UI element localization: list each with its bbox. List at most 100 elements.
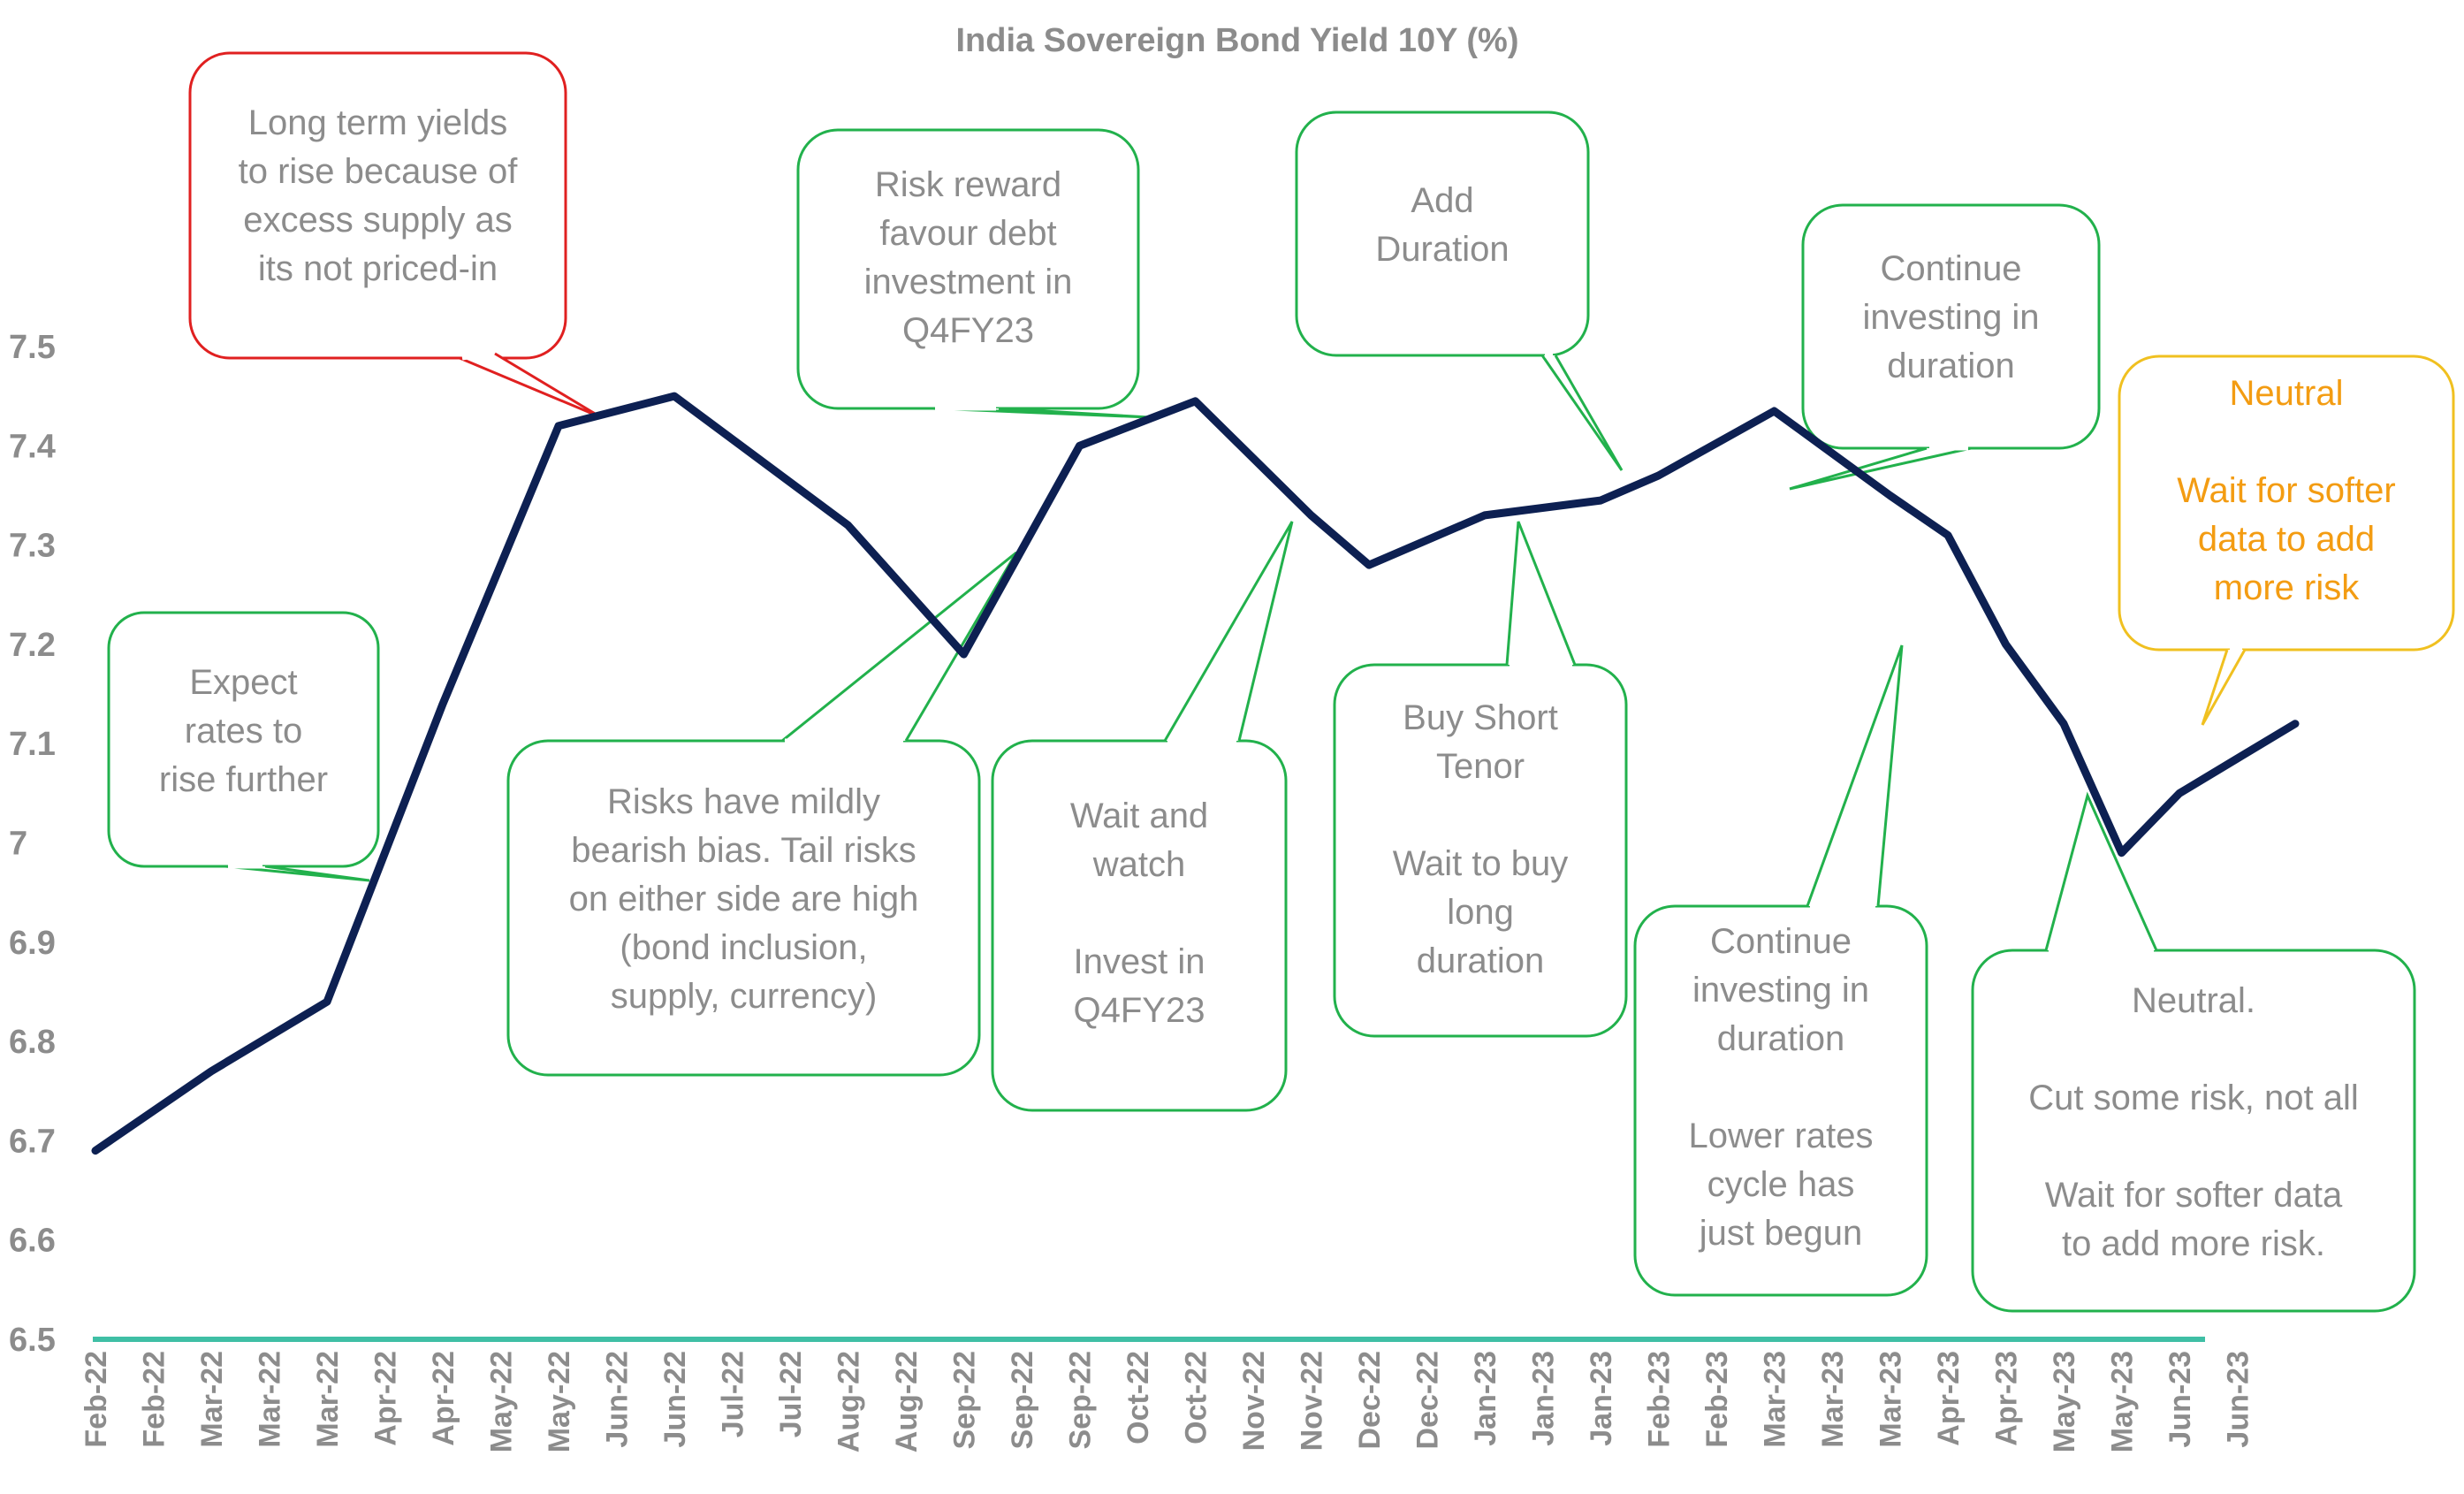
x-tick-label: Apr-22 (427, 1351, 460, 1446)
callout-box: Risks have mildly bearish bias. Tail risk… (506, 551, 1018, 1077)
x-tick-label: Jan-23 (1585, 1351, 1618, 1446)
callout-pointer (2044, 791, 2158, 951)
x-tick-label: Dec-22 (1411, 1351, 1445, 1450)
callout-box: Buy Short Tenor Wait to buy long duration (1333, 521, 1628, 1038)
callout-text: Neutral. (2132, 981, 2255, 1020)
callout-text: to add more risk. (2062, 1224, 2325, 1263)
callout-text: rise further (159, 760, 328, 799)
callout-pointer (1505, 521, 1577, 666)
callout-border (1333, 663, 1628, 1038)
callout-text: favour debt (879, 214, 1056, 253)
series-line (91, 392, 2300, 1155)
callout-border (1971, 949, 2416, 1313)
x-tick-label: Feb-22 (80, 1351, 113, 1448)
x-tick-label: Sep-22 (948, 1351, 982, 1450)
callout-text: Continue (1880, 249, 2021, 288)
y-tick-label: 7.3 (9, 528, 56, 565)
y-tick-label: 7.4 (9, 428, 56, 465)
callout-text: Buy Short (1403, 698, 1558, 737)
x-tick-label: May-23 (2106, 1351, 2140, 1452)
chart-title: India Sovereign Bond Yield 10Y (%) (955, 22, 1518, 59)
x-tick-label: Apr-22 (369, 1351, 403, 1446)
x-tick-label: Jan-23 (1527, 1351, 1561, 1446)
x-tick-label: Jul-22 (717, 1351, 750, 1437)
callout-pointer-mask (461, 351, 493, 361)
callout-border (1633, 904, 1928, 1297)
x-tick-label: Jun-23 (2164, 1351, 2197, 1448)
callout-text: Continue (1710, 922, 1852, 961)
callout-text: rates to (185, 712, 302, 751)
callout-text: Cut some risk, not all (2028, 1079, 2358, 1117)
y-tick-label: 6.8 (9, 1024, 56, 1061)
callout-text: Long term yields (248, 103, 507, 142)
x-tick-label: Nov-22 (1296, 1351, 1329, 1451)
callout-border (1295, 111, 1590, 357)
y-tick-label: 6.9 (9, 925, 56, 962)
x-tick-label: Feb-22 (138, 1351, 171, 1448)
x-tick-label: Apr-23 (1990, 1351, 2024, 1446)
y-tick-label: 6.6 (9, 1223, 56, 1260)
x-tick-label: Feb-23 (1700, 1351, 1734, 1448)
x-tick-label: Jul-22 (774, 1351, 808, 1437)
y-tick-label: 7.2 (9, 627, 56, 664)
callout-pointer (2201, 649, 2247, 726)
callout-text: long (1447, 893, 1514, 932)
x-tick-label: May-22 (543, 1351, 576, 1452)
callout-box: Continue investing in duration Lower rates c… (1633, 644, 1928, 1297)
callout-text: bearish bias. Tail risks (571, 831, 916, 870)
x-tick-label: Sep-22 (1006, 1351, 1039, 1450)
callout-text: Wait and (1070, 797, 1208, 835)
callout-text: Wait for softer (2177, 471, 2395, 510)
callout-text: investing in (1692, 971, 1869, 1010)
callout-text: (bond inclusion, (620, 928, 867, 967)
callout-text: duration (1417, 941, 1545, 980)
callout-text: more risk (2214, 568, 2360, 607)
callout-pointer (224, 865, 370, 882)
x-tick-label: Jun-22 (658, 1351, 692, 1448)
callout-pointer (1789, 446, 1972, 491)
callout-text: cycle has (1707, 1165, 1855, 1204)
callout-border (188, 51, 567, 360)
callout-text: Expect (189, 663, 297, 702)
callout-text: just begun (1699, 1214, 1863, 1253)
callout-text: Neutral (2230, 374, 2344, 413)
callout-pointer (1163, 521, 1294, 742)
callout-text: Invest in (1074, 942, 1205, 981)
callout-box: Wait and watch Invest in Q4FY23 (991, 521, 1294, 1112)
x-tick-label: Mar-23 (1875, 1351, 1908, 1448)
y-tick-label: 7.1 (9, 726, 56, 763)
x-tick-label: Dec-22 (1353, 1351, 1387, 1450)
callout-text: investing in (1862, 298, 2039, 337)
callout-box: Expect rates to rise further (107, 611, 380, 882)
callout-text: Tenor (1436, 747, 1525, 786)
x-tick-label: Aug-22 (833, 1351, 866, 1452)
y-tick-label: 6.7 (9, 1123, 56, 1160)
callout-pointer (1540, 354, 1624, 471)
callout-text: supply, currency) (611, 977, 878, 1016)
callout-text: Q4FY23 (1074, 991, 1205, 1030)
callout-text: duration (1887, 347, 2015, 385)
callout-text: investment in (864, 263, 1073, 301)
callout-box: Risk reward favour debt investment in Q4FY2… (796, 128, 1150, 419)
x-tick-label: Mar-22 (311, 1351, 345, 1448)
x-tick-label: Oct-22 (1122, 1351, 1155, 1444)
x-tick-label: Jan-23 (1469, 1351, 1502, 1446)
callout-border (506, 739, 981, 1077)
callout-text: excess supply as (243, 201, 513, 240)
callout-box: Neutral. Cut some risk, not all Wait for s… (1971, 791, 2416, 1313)
y-tick-label: 7 (9, 826, 27, 863)
callout-text: Duration (1375, 230, 1509, 269)
callout-box: Neutral Wait for softer data to add more ri… (2118, 354, 2455, 726)
callout-text: Wait for softer data (2045, 1176, 2343, 1215)
y-tick-label: 6.5 (9, 1322, 56, 1359)
callout-text: Q4FY23 (902, 311, 1034, 350)
x-tick-label: Oct-22 (1180, 1351, 1213, 1444)
x-tick-label: Nov-22 (1237, 1351, 1271, 1451)
callout-text: Risk reward (875, 165, 1061, 204)
callout-text: data to add (2198, 520, 2375, 559)
callout-text: Lower rates (1689, 1117, 1874, 1155)
callout-text: Risks have mildly (607, 782, 880, 821)
callout-text: duration (1717, 1019, 1845, 1058)
callout-pointer (1806, 644, 1904, 907)
x-axis: Feb-22 Feb-22 Mar-22 Mar-22 Mar-22 Apr-22 Apr-… (80, 1351, 2255, 1452)
